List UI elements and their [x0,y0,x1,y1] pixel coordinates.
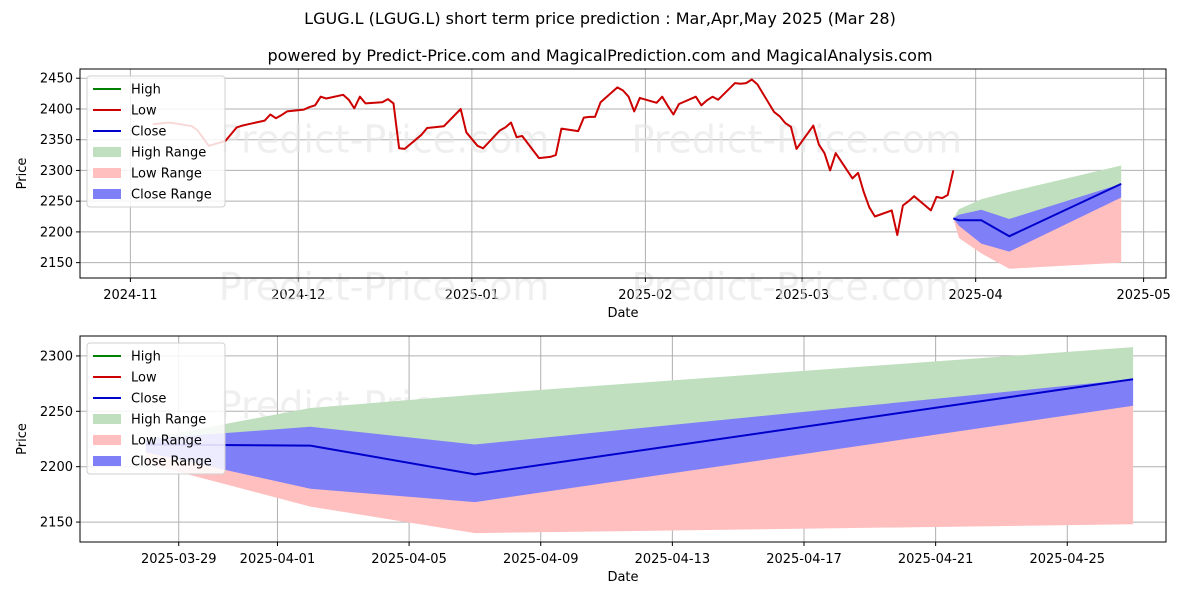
panel2-legend-patch-swatch [93,435,121,445]
panel1-legend-label: High [131,83,161,98]
panel2-xtick-label: 2025-03-29 [141,552,217,567]
panel2-y-axis-label: Price [15,423,30,455]
panel1-low-history-line [152,78,955,236]
panel2-xtick-label: 2025-04-13 [635,552,711,567]
panel1-watermark: Predict-Price.com [219,265,550,309]
panel1-xtick-label: 2024-12 [271,288,325,303]
panel2-legend-label: High Range [131,413,206,428]
panel1-legend-label: Close [131,125,166,140]
panel2-legend: High Low Close High Range Low Range Close Ran… [86,342,226,475]
panel2-xtick-label: 2025-04-09 [503,552,579,567]
panel1-y-axis-label: Price [15,158,30,190]
panel1-series [152,78,1122,269]
panel1-plot: 2150 2200 2250 2300 2350 2400 2450 2024-11 2024-… [15,68,1171,321]
panel2-legend-label: Low [131,371,157,386]
panel1-xtick-label: 2025-04 [949,288,1003,303]
panel1-xtick-label: 2025-02 [618,288,672,303]
panel2-ytick-label: 2150 [40,516,73,531]
panel2-ytick-label: 2250 [40,405,73,420]
panel1-legend-label: Low Range [131,167,202,182]
panel1-xtick-label: 2025-03 [775,288,829,303]
panel2-ytick-label: 2200 [40,460,73,475]
panel2-ytick-label: 2300 [40,349,73,364]
panel2-close-range-band [145,379,1134,503]
panel1-axes-frame [79,68,1167,279]
panel1-legend-patch-swatch [93,168,121,178]
panel2-xtick-label: 2025-04-05 [371,552,447,567]
chart-subtitle: powered by Predict-Price.com and Magical… [267,46,933,65]
panel2-xtick-label: 2025-04-17 [766,552,842,567]
panel1-legend-label: High Range [131,146,206,161]
panel2-xtick-label: 2025-04-21 [898,552,974,567]
panel2-plot: 2150 2200 2250 2300 2025-03-29 2025-04-01 2025… [15,335,1167,585]
panel2-legend-patch-swatch [93,456,121,466]
chart-title: LGUG.L (LGUG.L) short term price predict… [304,9,896,28]
panel1-close-forecast-line [952,182,1122,238]
panel1-legend-label: Close Range [131,188,212,203]
panel2-legend-label: Low Range [131,434,202,449]
panel1-xtick-label: 2024-11 [103,288,157,303]
panel1-watermark: Predict-Price.com [631,118,962,162]
panel1-xtick-label: 2025-01 [445,288,499,303]
panel2-xtick-label: 2025-04-01 [240,552,316,567]
panel2-legend-box [86,342,226,475]
panel1-ytick-label: 2400 [40,102,73,117]
panel1-legend-patch-swatch [93,147,121,157]
panel1-ytick-label: 2350 [40,133,73,148]
panel1-x-axis-label: Date [607,306,638,321]
panel1-ytick-label: 2150 [40,256,73,271]
panel1-legend-box [86,75,226,208]
panel2-legend-label: Close Range [131,455,212,470]
panel1-legend-patch-swatch [93,189,121,199]
panel1-legend: High Low Close High Range Low Range Close Ran… [86,75,226,208]
panel1-watermark: Predict-Price.com [631,265,962,309]
panel1-watermark: Predict-Price.com [219,118,550,162]
panel2-close-forecast-line [145,378,1134,476]
panel1-legend-label: Low [131,104,157,119]
panel1-close-range-band [953,183,1122,252]
panel2-series [145,347,1134,534]
panel1-ytick-label: 2200 [40,225,73,240]
panel1-xtick-label: 2025-05 [1116,288,1170,303]
panel2-axes-frame [79,335,1167,543]
panel2-legend-patch-swatch [93,414,121,424]
panel2-legend-label: High [131,350,161,365]
panel1-ytick-label: 2300 [40,164,73,179]
panel2-x-axis-label: Date [607,570,638,585]
panel2-xtick-label: 2025-04-25 [1029,552,1105,567]
panel1-ytick-label: 2250 [40,195,73,210]
panel1-ytick-label: 2450 [40,72,73,87]
panel2-legend-label: Close [131,392,166,407]
